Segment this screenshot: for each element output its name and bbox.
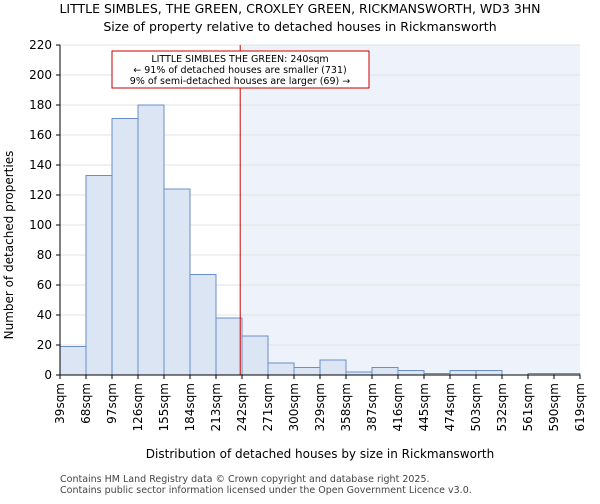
x-tick-label: 619sqm bbox=[573, 383, 587, 431]
bars-group bbox=[59, 104, 581, 376]
x-tick-label: 155sqm bbox=[157, 383, 171, 431]
bar-387sqm bbox=[371, 367, 399, 376]
x-tick-label: 503sqm bbox=[469, 383, 483, 431]
y-tick-label: 20 bbox=[37, 338, 52, 352]
annotation-line-3: 9% of semi-detached houses are larger (6… bbox=[130, 76, 350, 87]
x-tick-label: 445sqm bbox=[417, 383, 431, 431]
x-tick-label: 416sqm bbox=[391, 383, 405, 431]
y-tick-label: 140 bbox=[29, 158, 52, 172]
y-tick-label: 160 bbox=[29, 128, 52, 142]
bar-416sqm bbox=[397, 370, 425, 376]
annotation-line-2: ← 91% of detached houses are smaller (73… bbox=[133, 65, 346, 76]
y-tick-label: 0 bbox=[44, 368, 52, 382]
x-tick-label: 39sqm bbox=[53, 383, 67, 424]
x-tick-label: 561sqm bbox=[521, 383, 535, 431]
x-tick-label: 590sqm bbox=[547, 383, 561, 431]
x-ticks: 39sqm 68sqm 97sqm 126sqm 155sqm 184sqm 213sqm 2… bbox=[53, 375, 587, 431]
bar-474sqm bbox=[449, 370, 477, 376]
y-tick-label: 60 bbox=[37, 278, 52, 292]
bar-213sqm bbox=[215, 317, 243, 376]
bar-242sqm bbox=[241, 335, 269, 376]
x-tick-label: 68sqm bbox=[79, 383, 93, 424]
x-tick-label: 242sqm bbox=[235, 383, 249, 431]
y-tick-label: 200 bbox=[29, 68, 52, 82]
x-tick-label: 387sqm bbox=[365, 383, 379, 431]
x-tick-label: 300sqm bbox=[287, 383, 301, 431]
annotation-line-1: LITTLE SIMBLES THE GREEN: 240sqm bbox=[151, 54, 328, 65]
footer-copyright: Contains HM Land Registry data © Crown c… bbox=[60, 474, 430, 485]
bar-184sqm bbox=[189, 274, 217, 376]
larger-properties-shade bbox=[242, 45, 580, 375]
y-tick-label: 100 bbox=[29, 218, 52, 232]
bar-68sqm bbox=[85, 175, 113, 376]
y-tick-label: 40 bbox=[37, 308, 52, 322]
chart-subtitle: Size of property relative to detached ho… bbox=[103, 19, 496, 34]
y-tick-label: 180 bbox=[29, 98, 52, 112]
chart-title: LITTLE SIMBLES, THE GREEN, CROXLEY GREEN… bbox=[59, 1, 540, 16]
y-axis-label: Number of detached properties bbox=[2, 151, 16, 340]
x-tick-label: 97sqm bbox=[105, 383, 119, 424]
y-tick-label: 120 bbox=[29, 188, 52, 202]
bar-39sqm bbox=[59, 346, 87, 376]
bar-126sqm bbox=[137, 104, 165, 376]
bar-300sqm bbox=[293, 367, 321, 376]
x-tick-label: 126sqm bbox=[131, 383, 145, 431]
footer-licence: Contains public sector information licen… bbox=[60, 485, 472, 496]
bar-271sqm bbox=[267, 362, 295, 376]
y-tick-label: 220 bbox=[29, 38, 52, 52]
x-axis-label: Distribution of detached houses by size … bbox=[146, 447, 494, 461]
bar-503sqm bbox=[475, 370, 503, 376]
y-ticks: 0 20 40 60 80 100 120 140 160 180 200 220 bbox=[29, 38, 60, 382]
x-tick-label: 532sqm bbox=[495, 383, 509, 431]
x-tick-label: 213sqm bbox=[209, 383, 223, 431]
bar-97sqm bbox=[111, 118, 139, 376]
annotation-box bbox=[111, 50, 370, 89]
x-tick-label: 474sqm bbox=[443, 383, 457, 431]
bar-155sqm bbox=[163, 188, 191, 376]
x-tick-label: 358sqm bbox=[339, 383, 353, 431]
bar-329sqm bbox=[319, 359, 347, 376]
y-tick-label: 80 bbox=[37, 248, 52, 262]
x-tick-label: 271sqm bbox=[261, 383, 275, 431]
x-tick-label: 329sqm bbox=[313, 383, 327, 431]
x-tick-label: 184sqm bbox=[183, 383, 197, 431]
